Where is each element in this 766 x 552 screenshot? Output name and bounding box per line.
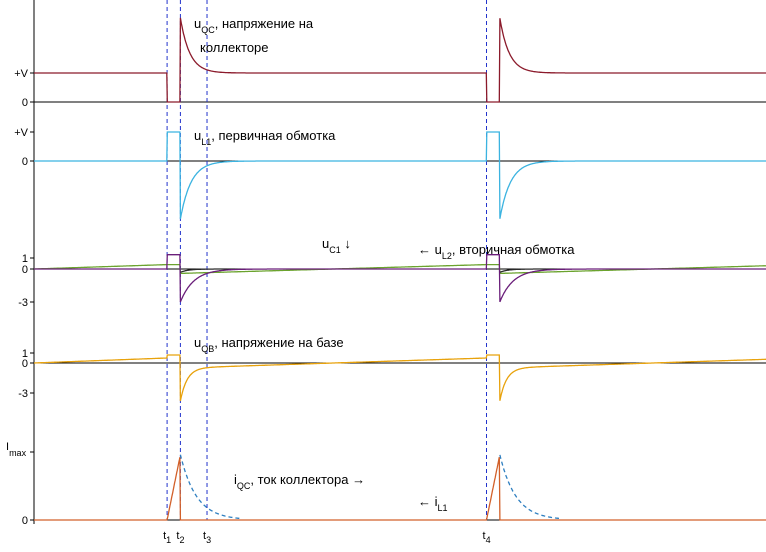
panel-label-main-uc1: u — [322, 236, 329, 251]
ytick-label-iqc-1: 0 — [22, 515, 28, 527]
ytick-label-uc1-2: -3 — [18, 297, 28, 309]
series-iqc-0 — [34, 456, 766, 521]
panel-label-main-ul1: u — [194, 128, 201, 143]
time-marker-label-1: t2 — [176, 530, 184, 545]
chart-frame — [30, 0, 766, 524]
panel-label-uqc: uQC, напряжение на — [194, 16, 314, 35]
ytick-label-uqb-0: 1 — [22, 348, 28, 360]
panel-label-sub-ul1: L1 — [201, 137, 211, 147]
series-uqc-0 — [34, 17, 766, 103]
ytick-label-uqc-0: +V — [14, 68, 28, 80]
time-marker-name-2: t — [203, 530, 206, 542]
time-marker-name-1: t — [176, 530, 179, 542]
panel-label-sub-uqc: QC — [201, 25, 215, 35]
ytick-label-ul1-0: +V — [14, 127, 28, 139]
panel-label-main-iqc: i — [234, 472, 237, 487]
time-marker-name-3: t — [483, 530, 486, 542]
time-marker-name-0: t — [163, 530, 166, 542]
time-marker-sub-3: 4 — [486, 535, 491, 545]
panel-label-rest-uqc: , напряжение на — [215, 16, 314, 31]
series-iqc-1 — [179, 454, 560, 520]
panel-label-rest-ul1: , первичная обмотка — [211, 128, 336, 143]
panel-label-line2-uqc: коллекторе — [200, 40, 269, 55]
series-uc1-1 — [34, 254, 766, 303]
time-marker-label-3: t4 — [483, 530, 491, 545]
panel-label-sub-uqb: QB — [201, 344, 214, 354]
panel-label-main-uqc: u — [194, 16, 201, 31]
panel-label2-iqc: ← iL1 — [418, 494, 448, 513]
time-marker-label-0: t1 — [163, 530, 171, 545]
panel-label2-sub-uc1: L2 — [442, 251, 452, 261]
panel-label-rest-uc1: ↓ — [341, 236, 351, 251]
time-marker-sub-2: 3 — [206, 535, 211, 545]
panel-label-sub-uc1: C1 — [329, 245, 341, 255]
ytick-label-iqc-0: Imax — [6, 441, 27, 458]
panel-label2-uc1: ← uL2, вторичная обмотка — [418, 242, 575, 261]
ytick-label-uqb-1: 0 — [22, 358, 28, 370]
time-marker-sub-0: 1 — [166, 535, 171, 545]
panel-label-rest-uqb: , напряжение на базе — [214, 335, 343, 350]
panel-label-sub-iqc: QC — [237, 481, 251, 491]
panel-label-uqb: uQB, напряжение на базе — [194, 335, 344, 354]
ytick-label-uc1-1: 0 — [22, 264, 28, 276]
panel-label-ul1: uL1, первичная обмотка — [194, 128, 336, 147]
series-ul1-0 — [34, 131, 766, 220]
series-uc1-2 — [180, 268, 546, 273]
ytick-label-uc1-0: 1 — [22, 253, 28, 265]
panel-label-rest-iqc: , ток коллектора → — [250, 472, 365, 487]
ytick-label-uqb-2: -3 — [18, 388, 28, 400]
panel-label2-sub-iqc: L1 — [438, 503, 448, 513]
time-marker-sub-1: 2 — [179, 535, 184, 545]
ytick-label-uqc-1: 0 — [22, 97, 28, 109]
panel-label-uc1: uC1 ↓ — [322, 236, 351, 255]
time-marker-label-2: t3 — [203, 530, 211, 545]
panel-label2-rest-uc1: , вторичная обмотка — [452, 242, 575, 257]
ytick-sub-iqc: max — [9, 448, 27, 458]
waveform-curves — [34, 17, 766, 521]
panel-label2-main-uc1: ← u — [418, 242, 442, 257]
series-uqb-0 — [34, 354, 766, 402]
panel-label2-main-iqc: ← i — [418, 494, 438, 509]
ytick-label-ul1-1: 0 — [22, 156, 28, 168]
panel-label-main-uqb: u — [194, 335, 201, 350]
panel-label-iqc: iQC, ток коллектора → — [234, 472, 365, 491]
time-marker-lines — [166, 0, 488, 520]
